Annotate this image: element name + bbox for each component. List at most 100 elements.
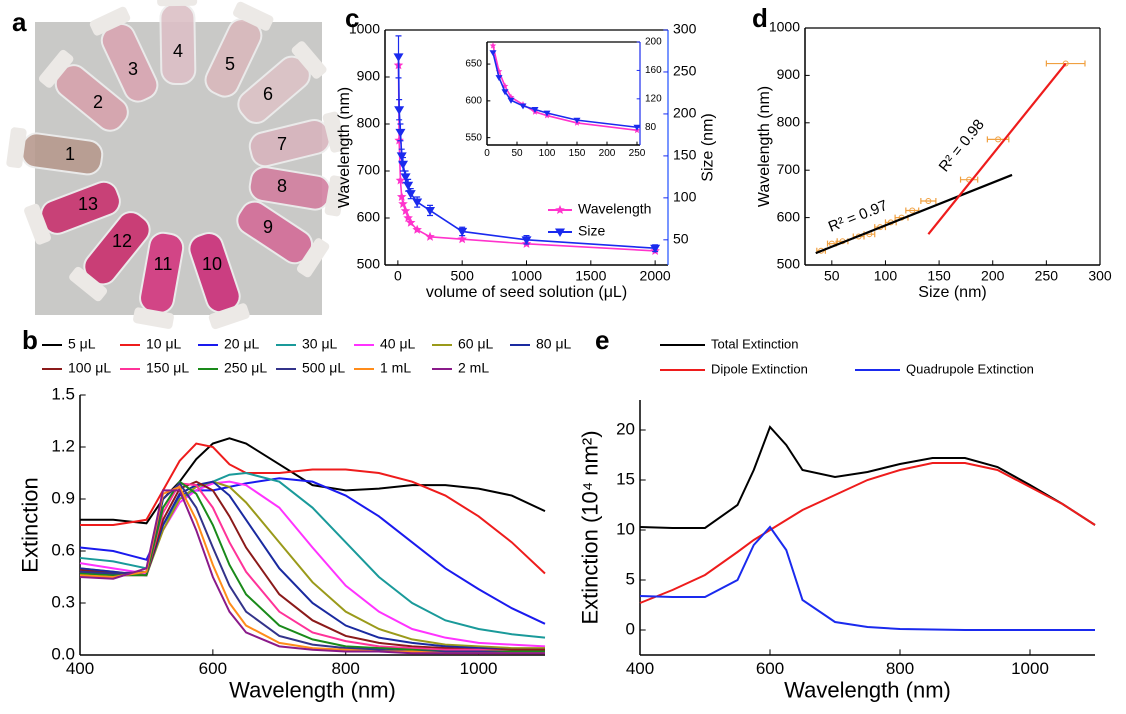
tube-cap	[324, 175, 346, 217]
marker	[573, 117, 581, 124]
x-tick-label: 800	[886, 659, 914, 678]
legend-label: 100 μL	[68, 360, 111, 376]
x-tick-label: 500	[451, 268, 475, 284]
marker	[405, 190, 416, 199]
marker	[519, 103, 527, 110]
marker	[400, 205, 411, 215]
legend-label: 5 μL	[68, 336, 96, 352]
panel-label: c	[345, 3, 359, 33]
legend-label: 10 μL	[146, 336, 182, 352]
marker	[633, 124, 641, 131]
tube	[237, 41, 327, 124]
x-tick-label: 300	[1088, 268, 1112, 284]
y-tick-label: 500	[357, 256, 381, 272]
x-tick-label: 150	[927, 268, 951, 284]
error-bar	[959, 176, 979, 183]
tube-cap	[296, 238, 330, 278]
x-tick-label: 0	[394, 268, 402, 284]
series-line	[79, 480, 545, 651]
legend-label: 30 μL	[302, 336, 338, 352]
tube-number: 7	[277, 134, 287, 154]
x-tick-label: 2000	[640, 268, 671, 284]
y2-tick-label: 250	[673, 63, 697, 79]
marker	[489, 42, 497, 49]
y2-tick-label: 200	[645, 37, 662, 48]
tube	[248, 111, 347, 168]
marker	[457, 227, 468, 237]
marker	[412, 224, 422, 234]
marker	[396, 152, 407, 161]
x-tick-label: 100	[874, 268, 898, 284]
legend-label: 60 μL	[458, 336, 494, 352]
y-axis-label: Extinction	[18, 477, 43, 572]
marker	[425, 206, 436, 216]
tube	[204, 1, 274, 98]
fit-line	[927, 62, 1067, 235]
x-tick-label: 1500	[575, 268, 606, 284]
x-tick-label: 100	[539, 148, 556, 159]
tube	[236, 200, 330, 278]
series-line	[639, 462, 1096, 604]
y-tick-label: 600	[777, 208, 801, 224]
y2-tick-label: 80	[645, 122, 657, 133]
y-tick-label: 1000	[769, 19, 800, 35]
tube	[248, 166, 346, 217]
x-axis-label: Wavelength (nm)	[229, 677, 396, 702]
y-tick-label: 20	[616, 419, 635, 438]
legend-label: 20 μL	[224, 336, 260, 352]
x-tick-label: 250	[629, 148, 646, 159]
x-axis-label: Wavelength (nm)	[784, 677, 951, 702]
x-tick-label: 1000	[460, 659, 498, 678]
y-axis-label: Wavelength (nm)	[336, 87, 353, 208]
legend-label: Size	[578, 223, 605, 239]
tube-cap	[157, 0, 198, 7]
tube-cap	[233, 1, 274, 31]
y2-axis-label: Size (nm)	[699, 113, 716, 181]
legend-label: 80 μL	[536, 336, 572, 352]
panel-label: d	[752, 3, 768, 33]
tube	[89, 6, 159, 103]
tube-cap	[89, 6, 131, 36]
y-tick-label: 0.9	[51, 488, 75, 507]
series-line	[639, 425, 1096, 529]
marker	[555, 228, 565, 237]
tube	[133, 231, 185, 329]
marker	[393, 53, 404, 62]
marker	[501, 89, 509, 96]
tube	[188, 231, 250, 330]
tube-cap	[69, 266, 108, 302]
tube	[38, 49, 129, 132]
tube-number: 8	[277, 176, 287, 196]
series-line	[79, 480, 545, 651]
tube-number: 4	[173, 41, 183, 61]
marker	[1062, 60, 1069, 67]
tube-cap	[6, 127, 27, 169]
y2-tick-label: 300	[673, 21, 697, 37]
series-line	[79, 482, 545, 653]
x-tick-label: 800	[332, 659, 360, 678]
y-tick-label: 0	[626, 619, 635, 638]
legend-label: 40 μL	[380, 336, 416, 352]
y-tick-label: 700	[357, 162, 381, 178]
x-tick-label: 200	[981, 268, 1005, 284]
marker	[395, 128, 406, 138]
y-tick-label: 600	[357, 209, 381, 225]
x-tick-label: 50	[824, 268, 840, 284]
y2-tick-label: 160	[645, 65, 662, 76]
series-line	[80, 442, 546, 575]
marker	[650, 244, 661, 254]
x-tick-label: 0	[484, 148, 490, 159]
marker	[457, 234, 467, 244]
y-tick-label: 5	[626, 569, 635, 588]
marker	[521, 236, 532, 245]
legend-label: Quadrupole Extinction	[906, 361, 1034, 376]
tube	[6, 127, 104, 176]
tube-cap	[291, 41, 327, 79]
y-tick-label: 900	[357, 68, 381, 84]
tube-cap	[208, 303, 250, 330]
tube-number: 10	[202, 254, 222, 274]
series-line	[79, 489, 545, 655]
marker	[398, 160, 409, 170]
tube-number: 12	[112, 231, 132, 251]
